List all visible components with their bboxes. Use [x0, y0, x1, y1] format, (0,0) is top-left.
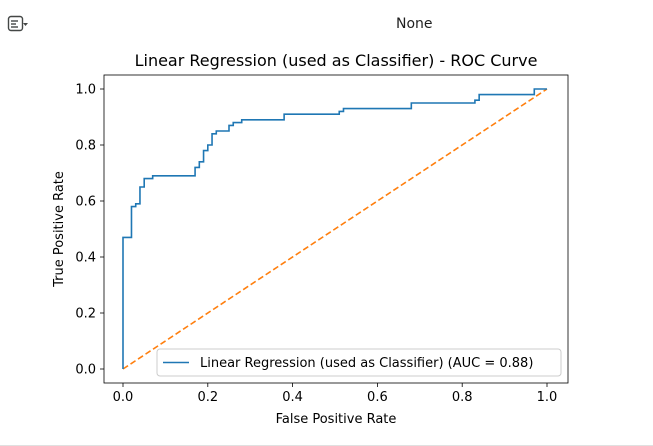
- roc-curve-line: [122, 88, 547, 369]
- chart-title: Linear Regression (used as Classifier) -…: [135, 51, 538, 70]
- axes-frame: [103, 74, 569, 384]
- output-collapse-icon[interactable]: [6, 14, 30, 34]
- x-tick-label: 0.0: [113, 390, 134, 405]
- axes: 0.0 0.2 0.4 0.6 0.8 1.0 0.0 0.2 0.4 0.6 0.8 1.0: [75, 74, 569, 405]
- y-tick-label: 0.0: [75, 363, 96, 378]
- y-axis-label: True Positive Rate: [52, 171, 67, 288]
- y-tick-label: 0.6: [75, 195, 96, 210]
- y-tick-label: 0.2: [75, 307, 96, 322]
- legend-label: Linear Regression (used as Classifier) (…: [200, 356, 533, 371]
- y-tick-label: 0.8: [75, 139, 96, 154]
- plot-area: [122, 88, 548, 370]
- legend-box: [156, 348, 562, 377]
- x-tick-label: 0.8: [452, 390, 473, 405]
- x-tick-label: 1.0: [537, 390, 558, 405]
- x-tick-label: 0.6: [367, 390, 388, 405]
- chance-diagonal-line: [122, 88, 548, 370]
- legend: Linear Regression (used as Classifier) (…: [156, 348, 562, 377]
- x-axis-label: False Positive Rate: [276, 412, 397, 427]
- y-tick-label: 1.0: [75, 83, 96, 98]
- y-tick-label: 0.4: [75, 251, 96, 266]
- x-tick-label: 0.2: [197, 390, 218, 405]
- output-text: None: [396, 16, 433, 32]
- x-tick-label: 0.4: [282, 390, 303, 405]
